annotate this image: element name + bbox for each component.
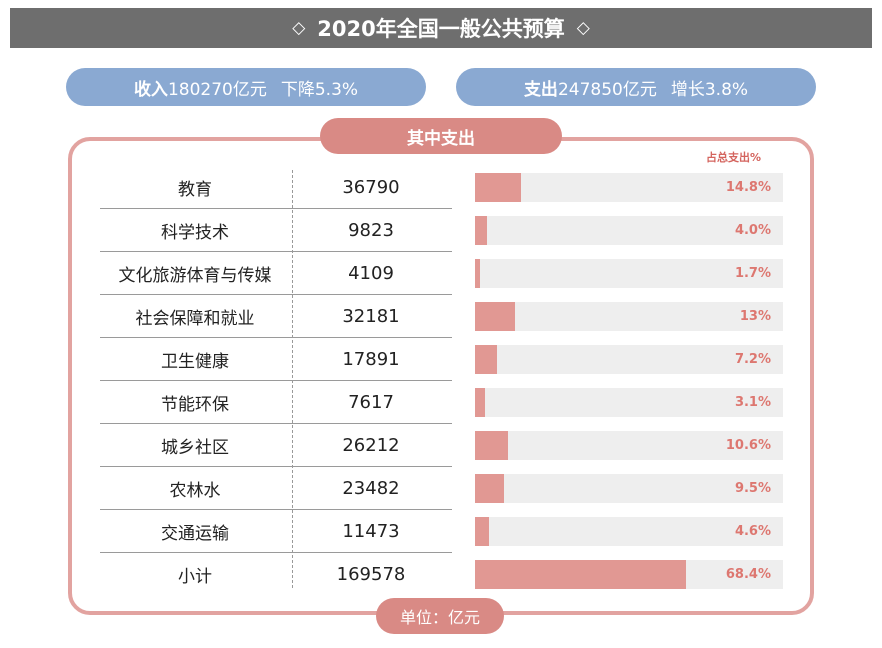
table-row: 科学技术 9823 4.0% xyxy=(100,209,784,252)
row-divider xyxy=(100,466,452,467)
share-bar xyxy=(475,474,505,503)
row-divider xyxy=(100,208,452,209)
row-divider xyxy=(100,294,452,295)
amount-value: 36790 xyxy=(342,177,400,198)
share-bar xyxy=(475,216,488,245)
expense-value: 247850亿元 xyxy=(557,79,657,100)
bar-track: 1.7% xyxy=(475,259,783,288)
amount-value: 32181 xyxy=(342,306,400,327)
bar-track: 4.0% xyxy=(475,216,783,245)
diamond-right-icon: ◇ xyxy=(576,18,590,38)
share-bar xyxy=(475,173,521,202)
table-row: 小计 169578 68.4% xyxy=(100,553,784,596)
share-percent-label: 3.1% xyxy=(734,395,771,410)
section-tab: 其中支出 xyxy=(320,118,562,154)
category-label: 科学技术 xyxy=(161,223,229,243)
income-label: 收入 xyxy=(133,79,168,100)
row-divider xyxy=(100,552,452,553)
category-label: 卫生健康 xyxy=(161,352,229,372)
share-bar xyxy=(475,517,490,546)
amount-value: 23482 xyxy=(342,478,400,499)
share-percent-label: 7.2% xyxy=(734,352,771,367)
unit-tab: 单位：亿元 xyxy=(376,598,504,634)
category-label: 城乡社区 xyxy=(161,438,229,458)
category-label: 节能环保 xyxy=(161,395,229,415)
share-percent-label: 10.6% xyxy=(725,438,771,453)
category-label: 小计 xyxy=(178,567,212,587)
expense-summary: 支出 247850亿元 增长3.8% xyxy=(456,68,816,106)
amount-value: 17891 xyxy=(342,349,400,370)
amount-value: 4109 xyxy=(348,263,394,284)
bar-track: 9.5% xyxy=(475,474,783,503)
share-bar xyxy=(475,388,485,417)
amount-value: 169578 xyxy=(336,564,406,585)
category-label: 交通运输 xyxy=(161,524,229,544)
expense-label: 支出 xyxy=(523,79,558,100)
table-row: 交通运输 11473 4.6% xyxy=(100,510,784,553)
amount-value: 26212 xyxy=(342,435,400,456)
table-row: 城乡社区 26212 10.6% xyxy=(100,424,784,467)
row-divider xyxy=(100,380,452,381)
share-bar xyxy=(475,302,516,331)
share-percent-label: 13% xyxy=(739,309,771,324)
bar-track: 13% xyxy=(475,302,783,331)
table-row: 社会保障和就业 32181 13% xyxy=(100,295,784,338)
column-divider xyxy=(292,170,293,588)
share-bar xyxy=(475,259,481,288)
share-percent-label: 4.6% xyxy=(734,524,771,539)
share-bar xyxy=(475,431,508,460)
amount-value: 11473 xyxy=(342,521,400,542)
bar-track: 3.1% xyxy=(475,388,783,417)
table-row: 农林水 23482 9.5% xyxy=(100,467,784,510)
row-divider xyxy=(100,337,452,338)
table-row: 卫生健康 17891 7.2% xyxy=(100,338,784,381)
income-change: 下降5.3% xyxy=(280,79,359,100)
row-divider xyxy=(100,251,452,252)
table-row: 教育 36790 14.8% xyxy=(100,166,784,209)
diamond-left-icon: ◇ xyxy=(292,18,306,38)
page-title: 2020年全国一般公共预算 xyxy=(317,17,565,41)
amount-value: 7617 xyxy=(348,392,394,413)
share-column-label: 占总支出% xyxy=(706,151,762,164)
amount-value: 9823 xyxy=(348,220,394,241)
share-percent-label: 4.0% xyxy=(734,223,771,238)
category-label: 文化旅游体育与传媒 xyxy=(118,266,272,286)
expense-change: 增长3.8% xyxy=(670,79,749,100)
bar-track: 10.6% xyxy=(475,431,783,460)
row-divider xyxy=(100,509,452,510)
share-bar xyxy=(475,560,686,589)
row-divider xyxy=(100,423,452,424)
category-label: 教育 xyxy=(178,180,212,200)
share-percent-label: 14.8% xyxy=(725,180,771,195)
share-percent-label: 9.5% xyxy=(734,481,771,496)
category-label: 农林水 xyxy=(169,481,221,501)
title-bar: ◇ 2020年全国一般公共预算 ◇ xyxy=(10,8,872,48)
bar-track: 7.2% xyxy=(475,345,783,374)
income-value: 180270亿元 xyxy=(167,79,267,100)
share-percent-label: 1.7% xyxy=(734,266,771,281)
share-percent-label: 68.4% xyxy=(725,567,771,582)
table-row: 节能环保 7617 3.1% xyxy=(100,381,784,424)
category-label: 社会保障和就业 xyxy=(135,309,255,329)
bar-track: 14.8% xyxy=(475,173,783,202)
share-bar xyxy=(475,345,498,374)
bar-track: 68.4% xyxy=(475,560,783,589)
table-row: 文化旅游体育与传媒 4109 1.7% xyxy=(100,252,784,295)
bar-track: 4.6% xyxy=(475,517,783,546)
income-summary: 收入 180270亿元 下降5.3% xyxy=(66,68,426,106)
